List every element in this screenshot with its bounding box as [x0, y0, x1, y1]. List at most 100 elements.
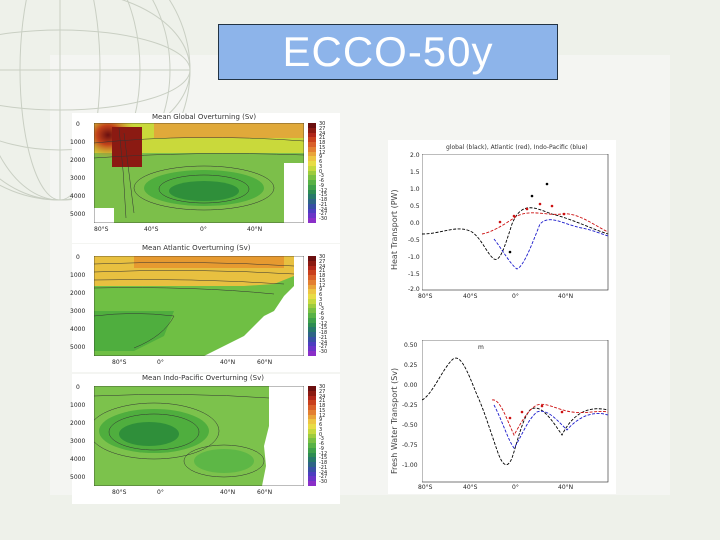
colorbar-label: 6: [319, 292, 323, 299]
colorbar: [308, 256, 316, 357]
colorbar-label: -12: [319, 187, 328, 194]
colorbar-label: -24: [319, 206, 328, 213]
colorbar-label: -18: [319, 460, 328, 467]
x-tick: 80°S: [418, 293, 433, 300]
depth-tick: 2000: [70, 290, 86, 297]
colorbar-swatch: [308, 208, 316, 214]
atlantic-overturning-plot: [94, 256, 304, 356]
colorbar-swatch: [308, 471, 316, 477]
colorbar-label: 21: [319, 135, 326, 142]
colorbar-labels: 30 27 24 21 18 15 12 9 6 3 0 -3 -6 -9 -12 -15 -18 -21 -24-…: [319, 121, 339, 225]
depth-tick: 3000: [70, 175, 86, 182]
colorbar-swatch: [308, 346, 316, 352]
marker-label: m: [478, 344, 484, 351]
colorbar-swatch: [308, 175, 316, 181]
colorbar-swatch: [308, 161, 316, 167]
lat-tick: 60°N: [257, 489, 273, 496]
colorbar-swatch: [308, 322, 316, 328]
y-tick: 1.5: [410, 169, 420, 176]
colorbar-label: 30: [319, 254, 326, 260]
depth-tick: 1000: [70, 272, 86, 279]
colorbar: [308, 123, 316, 224]
heat-transport-panel: global (black), Atlantic (red), Indo-Pac…: [388, 140, 616, 340]
y-tick: -0.5: [408, 237, 420, 244]
colorbar-label: 6: [319, 422, 323, 429]
colorbar-label: -15: [319, 455, 328, 462]
y-tick: -1.5: [408, 271, 420, 278]
colorbar-label: 9: [319, 287, 323, 294]
panel-title: global (black), Atlantic (red), Indo-Pac…: [446, 144, 588, 151]
depth-tick: 1000: [70, 139, 86, 146]
colorbar-label: 6: [319, 159, 323, 166]
y-tick: -1.00: [402, 462, 418, 469]
colorbar-swatch: [308, 447, 316, 453]
colorbar-label: 30: [319, 384, 326, 390]
colorbar-swatch: [308, 213, 316, 219]
colorbar-swatch: [308, 265, 316, 271]
x-tick: 80°S: [418, 484, 433, 491]
colorbar-swatch: [308, 142, 316, 148]
colorbar-swatch: [308, 476, 316, 482]
colorbar-label: 21: [319, 268, 326, 275]
colorbar-swatch: [308, 452, 316, 458]
panel-title: Mean Indo-Pacific Overturning (Sv): [142, 374, 264, 382]
colorbar-label: -24: [319, 339, 328, 346]
colorbar-swatch: [308, 313, 316, 319]
depth-tick: 3000: [70, 308, 86, 315]
y-tick: -0.25: [402, 402, 418, 409]
colorbar-swatch: [308, 199, 316, 205]
colorbar-swatch: [308, 275, 316, 281]
colorbar-swatch: [308, 443, 316, 449]
lat-tick: 0°: [200, 226, 207, 233]
lat-tick: 40°N: [220, 489, 236, 496]
colorbar-label: -15: [319, 325, 328, 332]
colorbar-swatch: [308, 303, 316, 309]
colorbar-swatch: [308, 151, 316, 157]
x-tick: 40°S: [463, 293, 478, 300]
depth-tick: 4000: [70, 193, 86, 200]
colorbar-label: 0: [319, 301, 323, 308]
colorbar-label: 15: [319, 407, 326, 414]
colorbar-label: -6: [319, 441, 324, 448]
colorbar-swatch: [308, 336, 316, 342]
x-tick: 40°N: [558, 484, 574, 491]
colorbar-label: 18: [319, 273, 326, 280]
colorbar-label: -3: [319, 436, 324, 443]
colorbar-swatch: [308, 180, 316, 186]
y-tick: -0.50: [402, 422, 418, 429]
colorbar-label: 15: [319, 277, 326, 284]
colorbar-label: 9: [319, 417, 323, 424]
colorbar-label: 18: [319, 140, 326, 147]
colorbar-swatch: [308, 156, 316, 162]
y-tick: 1.0: [410, 186, 420, 193]
panel-title: Mean Global Overturning (Sv): [152, 113, 257, 121]
colorbar-swatch: [308, 289, 316, 295]
y-tick: 0.0: [410, 220, 420, 227]
colorbar-swatch: [308, 184, 316, 190]
colorbar-label: -30: [319, 349, 328, 356]
colorbar-label: 3: [319, 426, 323, 433]
colorbar-label: 18: [319, 403, 326, 410]
colorbar-label: 15: [319, 144, 326, 151]
colorbar-swatch: [308, 298, 316, 304]
lat-tick: 60°N: [257, 359, 273, 366]
colorbar-label: -27: [319, 344, 328, 351]
colorbar-swatch: [308, 260, 316, 266]
colorbar-swatch: [308, 218, 316, 224]
colorbar-swatch: [308, 284, 316, 290]
indopacific-overturning-panel: Mean Indo-Pacific Overturning (Sv) 0 100…: [70, 374, 340, 504]
colorbar-label: -9: [319, 315, 324, 322]
colorbar-label: -15: [319, 192, 328, 199]
colorbar-label: 12: [319, 149, 326, 156]
heat-transport-chart: [422, 154, 609, 291]
depth-tick: 2000: [70, 157, 86, 164]
indopacific-overturning-plot: [94, 386, 304, 486]
colorbar-swatch: [308, 405, 316, 411]
colorbar-label: -12: [319, 320, 328, 327]
colorbar-swatch: [308, 395, 316, 401]
depth-tick: 0: [76, 254, 80, 261]
depth-tick: 5000: [70, 211, 86, 218]
y-tick: 0.5: [410, 203, 420, 210]
colorbar-label: 0: [319, 431, 323, 438]
depth-tick: 4000: [70, 456, 86, 463]
